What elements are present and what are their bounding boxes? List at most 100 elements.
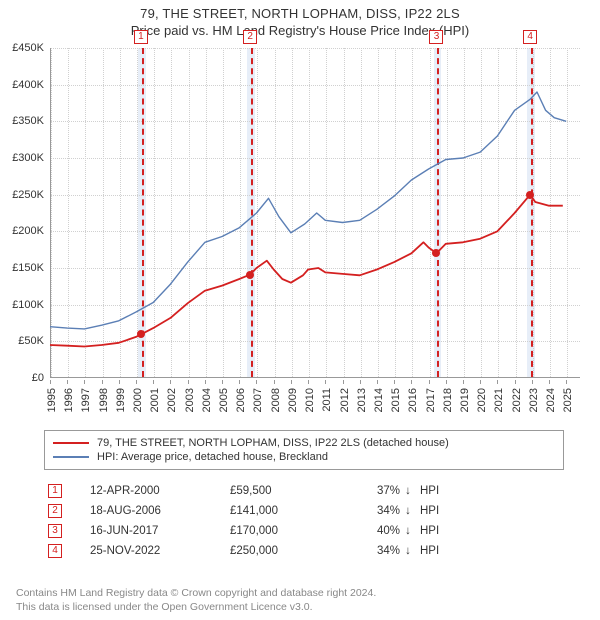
y-tick-label: £350K <box>12 115 44 127</box>
series-hpi <box>50 92 566 329</box>
x-tick <box>205 380 206 384</box>
x-tick-label: 2002 <box>166 388 178 412</box>
y-tick-label: £50K <box>18 335 44 347</box>
y-tick-label: £200K <box>12 225 44 237</box>
event-price: £59,500 <box>230 485 340 497</box>
y-tick-label: £450K <box>12 42 44 54</box>
title-subtitle: Price paid vs. HM Land Registry's House … <box>0 23 600 38</box>
event-price: £141,000 <box>230 505 340 517</box>
event-date: 16-JUN-2017 <box>90 525 230 537</box>
x-tick <box>291 380 292 384</box>
x-tick <box>274 380 275 384</box>
event-row: 316-JUN-2017£170,00040%↓HPI <box>44 524 564 538</box>
legend: 79, THE STREET, NORTH LOPHAM, DISS, IP22… <box>44 430 564 470</box>
x-tick <box>50 380 51 384</box>
event-pct: 34% <box>340 505 400 517</box>
x-tick-label: 2015 <box>390 388 402 412</box>
plot-area <box>50 48 580 378</box>
event-point <box>432 249 440 257</box>
event-pct: 37% <box>340 485 400 497</box>
x-tick-label: 2004 <box>201 388 213 412</box>
legend-swatch <box>53 442 89 444</box>
y-tick-label: £100K <box>12 299 44 311</box>
event-row: 425-NOV-2022£250,00034%↓HPI <box>44 544 564 558</box>
down-arrow-icon: ↓ <box>400 525 416 537</box>
x-tick-label: 2021 <box>493 388 505 412</box>
x-tick <box>239 380 240 384</box>
x-tick-label: 2007 <box>252 388 264 412</box>
footer-line-1: Contains HM Land Registry data © Crown c… <box>16 586 584 600</box>
x-tick-label: 2000 <box>132 388 144 412</box>
event-point <box>246 271 254 279</box>
event-date: 18-AUG-2006 <box>90 505 230 517</box>
x-tick-label: 2013 <box>356 388 368 412</box>
x-tick-label: 1999 <box>115 388 127 412</box>
x-tick <box>102 380 103 384</box>
x-tick <box>360 380 361 384</box>
x-tick <box>343 380 344 384</box>
event-row-marker: 1 <box>48 484 62 498</box>
x-tick-label: 2017 <box>425 388 437 412</box>
x-tick-label: 2016 <box>407 388 419 412</box>
legend-label: 79, THE STREET, NORTH LOPHAM, DISS, IP22… <box>97 437 449 449</box>
x-tick <box>377 380 378 384</box>
x-tick-label: 2014 <box>373 388 385 412</box>
x-tick <box>566 380 567 384</box>
x-tick-label: 1997 <box>80 388 92 412</box>
x-tick <box>549 380 550 384</box>
x-tick <box>67 380 68 384</box>
y-axis: £0£50K£100K£150K£200K£250K£300K£350K£400… <box>0 48 48 378</box>
x-tick <box>308 380 309 384</box>
event-row: 218-AUG-2006£141,00034%↓HPI <box>44 504 564 518</box>
x-tick-label: 1998 <box>98 388 110 412</box>
series-layer <box>50 48 580 378</box>
legend-row: 79, THE STREET, NORTH LOPHAM, DISS, IP22… <box>53 437 555 449</box>
event-pct: 40% <box>340 525 400 537</box>
x-tick <box>480 380 481 384</box>
event-date: 25-NOV-2022 <box>90 545 230 557</box>
events-table: 112-APR-2000£59,50037%↓HPI218-AUG-2006£1… <box>44 478 564 564</box>
footer-line-2: This data is licensed under the Open Gov… <box>16 600 584 614</box>
x-tick-label: 2020 <box>476 388 488 412</box>
x-tick <box>463 380 464 384</box>
y-tick-label: £300K <box>12 152 44 164</box>
title-address: 79, THE STREET, NORTH LOPHAM, DISS, IP22… <box>0 6 600 21</box>
x-tick-label: 2006 <box>235 388 247 412</box>
x-tick <box>325 380 326 384</box>
series-property <box>50 195 563 347</box>
attribution-footer: Contains HM Land Registry data © Crown c… <box>16 586 584 614</box>
x-tick-label: 2022 <box>511 388 523 412</box>
x-tick <box>256 380 257 384</box>
x-tick-label: 2018 <box>442 388 454 412</box>
x-tick <box>446 380 447 384</box>
x-tick <box>222 380 223 384</box>
event-point <box>137 330 145 338</box>
event-row-marker: 3 <box>48 524 62 538</box>
x-tick-label: 2019 <box>459 388 471 412</box>
x-tick-label: 1996 <box>63 388 75 412</box>
y-tick-label: £250K <box>12 189 44 201</box>
x-tick <box>119 380 120 384</box>
y-tick-label: £400K <box>12 79 44 91</box>
y-tick-label: £150K <box>12 262 44 274</box>
x-tick-label: 2025 <box>562 388 574 412</box>
x-tick <box>411 380 412 384</box>
x-tick <box>136 380 137 384</box>
down-arrow-icon: ↓ <box>400 505 416 517</box>
x-tick-label: 2001 <box>149 388 161 412</box>
x-tick-label: 2012 <box>339 388 351 412</box>
chart-titles: 79, THE STREET, NORTH LOPHAM, DISS, IP22… <box>0 0 600 38</box>
x-tick <box>153 380 154 384</box>
x-tick <box>170 380 171 384</box>
x-tick <box>515 380 516 384</box>
event-pct: 34% <box>340 545 400 557</box>
event-date: 12-APR-2000 <box>90 485 230 497</box>
x-tick-label: 2023 <box>528 388 540 412</box>
legend-label: HPI: Average price, detached house, Brec… <box>97 451 328 463</box>
x-tick <box>394 380 395 384</box>
event-vs: HPI <box>420 525 439 537</box>
down-arrow-icon: ↓ <box>400 485 416 497</box>
x-tick <box>429 380 430 384</box>
event-row: 112-APR-2000£59,50037%↓HPI <box>44 484 564 498</box>
x-tick-label: 2009 <box>287 388 299 412</box>
